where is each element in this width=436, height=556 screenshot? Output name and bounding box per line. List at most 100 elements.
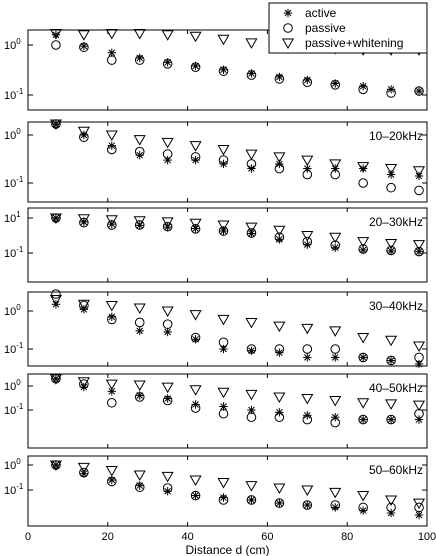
data-point-triangle-down	[217, 144, 230, 156]
data-point-circle	[302, 414, 313, 425]
data-point-circle	[246, 344, 257, 354]
data-point-triangle-down-shape	[105, 379, 118, 391]
data-point-triangle-down-shape	[189, 218, 202, 230]
data-point-triangle-down	[189, 141, 202, 152]
data-point-circle	[162, 149, 173, 159]
data-point-circle-shape	[162, 319, 173, 329]
y-tick-label-exponent: -1	[16, 402, 24, 411]
band-label: 10–20kHz	[369, 129, 423, 143]
data-point-triangle-down	[412, 498, 426, 510]
data-point-asterisk-stroke	[248, 496, 255, 504]
data-point-asterisk-stroke	[303, 354, 311, 361]
data-point-circle-shape	[386, 414, 396, 425]
data-point-triangle-down-shape	[189, 385, 202, 396]
data-point-asterisk	[275, 408, 284, 417]
data-point-circle-shape	[134, 317, 145, 328]
data-point-circle-shape	[274, 74, 285, 84]
data-point-asterisk-stroke	[331, 244, 339, 252]
data-point-triangle-down-shape	[49, 295, 62, 306]
data-point-asterisk-stroke	[415, 360, 423, 368]
data-point-asterisk	[275, 235, 284, 244]
data-point-asterisk-stroke	[220, 403, 227, 410]
data-point-asterisk-stroke	[331, 354, 339, 361]
data-point-circle	[162, 395, 173, 406]
data-point-triangle-down	[329, 232, 342, 244]
data-point-triangle-down	[77, 462, 90, 474]
data-point-asterisk	[358, 81, 368, 91]
data-point-asterisk	[414, 359, 424, 369]
data-point-asterisk-stroke	[108, 49, 116, 57]
data-point-triangle-down-shape	[217, 314, 230, 326]
data-point-circle	[190, 62, 201, 72]
data-point-circle	[414, 185, 424, 196]
data-point-triangle-down-shape	[357, 491, 370, 502]
data-point-circle	[330, 169, 341, 180]
data-point-circle-shape	[162, 483, 173, 493]
data-point-asterisk	[358, 164, 368, 173]
data-point-asterisk-stroke	[387, 85, 395, 93]
data-point-circle-shape	[218, 495, 229, 505]
data-point-circle	[79, 379, 89, 389]
data-point-triangle-down	[161, 382, 174, 394]
data-point-asterisk-stroke	[331, 80, 339, 87]
data-point-circle-shape	[246, 70, 257, 80]
data-point-triangle-down-shape	[49, 460, 62, 471]
data-point-triangle-down	[217, 314, 230, 326]
data-point-triangle-down-shape	[217, 144, 230, 156]
data-point-circle	[358, 244, 368, 254]
data-point-circle	[190, 403, 201, 413]
data-point-asterisk-stroke	[415, 87, 423, 95]
data-point-asterisk	[303, 75, 312, 85]
data-point-triangle-down-shape	[105, 28, 118, 40]
data-point-triangle-down-shape	[161, 306, 174, 317]
data-point-circle-shape	[134, 392, 145, 402]
data-point-circle	[134, 482, 145, 492]
data-point-triangle-down	[301, 323, 314, 335]
data-point-asterisk-stroke	[136, 392, 144, 399]
data-point-asterisk	[247, 495, 256, 505]
y-tick-label-base: 10	[4, 40, 16, 52]
data-point-triangle-down-shape	[133, 470, 146, 481]
data-point-triangle-down	[329, 159, 342, 170]
data-point-circle-shape	[330, 344, 341, 354]
data-point-asterisk	[191, 491, 200, 500]
data-point-circle-shape	[134, 220, 145, 230]
data-point-circle	[134, 392, 145, 402]
data-point-circle-shape	[134, 55, 145, 65]
data-point-circle-shape	[190, 224, 201, 234]
data-point-triangle-down-shape	[412, 341, 426, 352]
y-tick-label: 10-1	[4, 245, 24, 260]
data-point-circle-shape	[330, 169, 341, 180]
data-point-asterisk-stroke	[303, 501, 311, 509]
y-tick-label-base: 10	[4, 130, 16, 142]
data-point-circle	[106, 397, 117, 408]
data-point-triangle-down-shape	[245, 317, 258, 329]
data-point-triangle-down	[161, 306, 174, 317]
data-point-circle-shape	[79, 42, 89, 53]
data-point-triangle-down-shape	[161, 137, 174, 149]
band-label: 40–50kHz	[369, 381, 423, 395]
data-point-triangle-down	[133, 380, 146, 392]
x-tick-label: 100	[418, 531, 436, 543]
data-point-triangle-down	[49, 119, 62, 130]
data-point-triangle-down	[329, 487, 342, 499]
data-point-asterisk	[331, 79, 340, 88]
data-point-triangle-down	[245, 317, 258, 329]
data-point-triangle-down	[412, 240, 426, 251]
data-point-circle	[246, 70, 257, 80]
legend-marker-circle-shape	[283, 23, 293, 33]
data-point-circle	[274, 163, 285, 174]
axes-frame	[27, 207, 428, 283]
data-point-asterisk-stroke	[108, 313, 116, 321]
y-tick-label-exponent: -1	[16, 482, 24, 491]
data-point-asterisk	[107, 387, 116, 396]
data-point-triangle-down	[273, 321, 286, 333]
data-point-circle-shape	[106, 476, 117, 487]
data-point-triangle-down	[133, 216, 146, 227]
data-point-circle-shape	[162, 149, 173, 159]
data-point-triangle-down	[49, 28, 62, 40]
data-point-triangle-down	[49, 213, 62, 224]
data-point-triangle-down-shape	[329, 395, 342, 407]
